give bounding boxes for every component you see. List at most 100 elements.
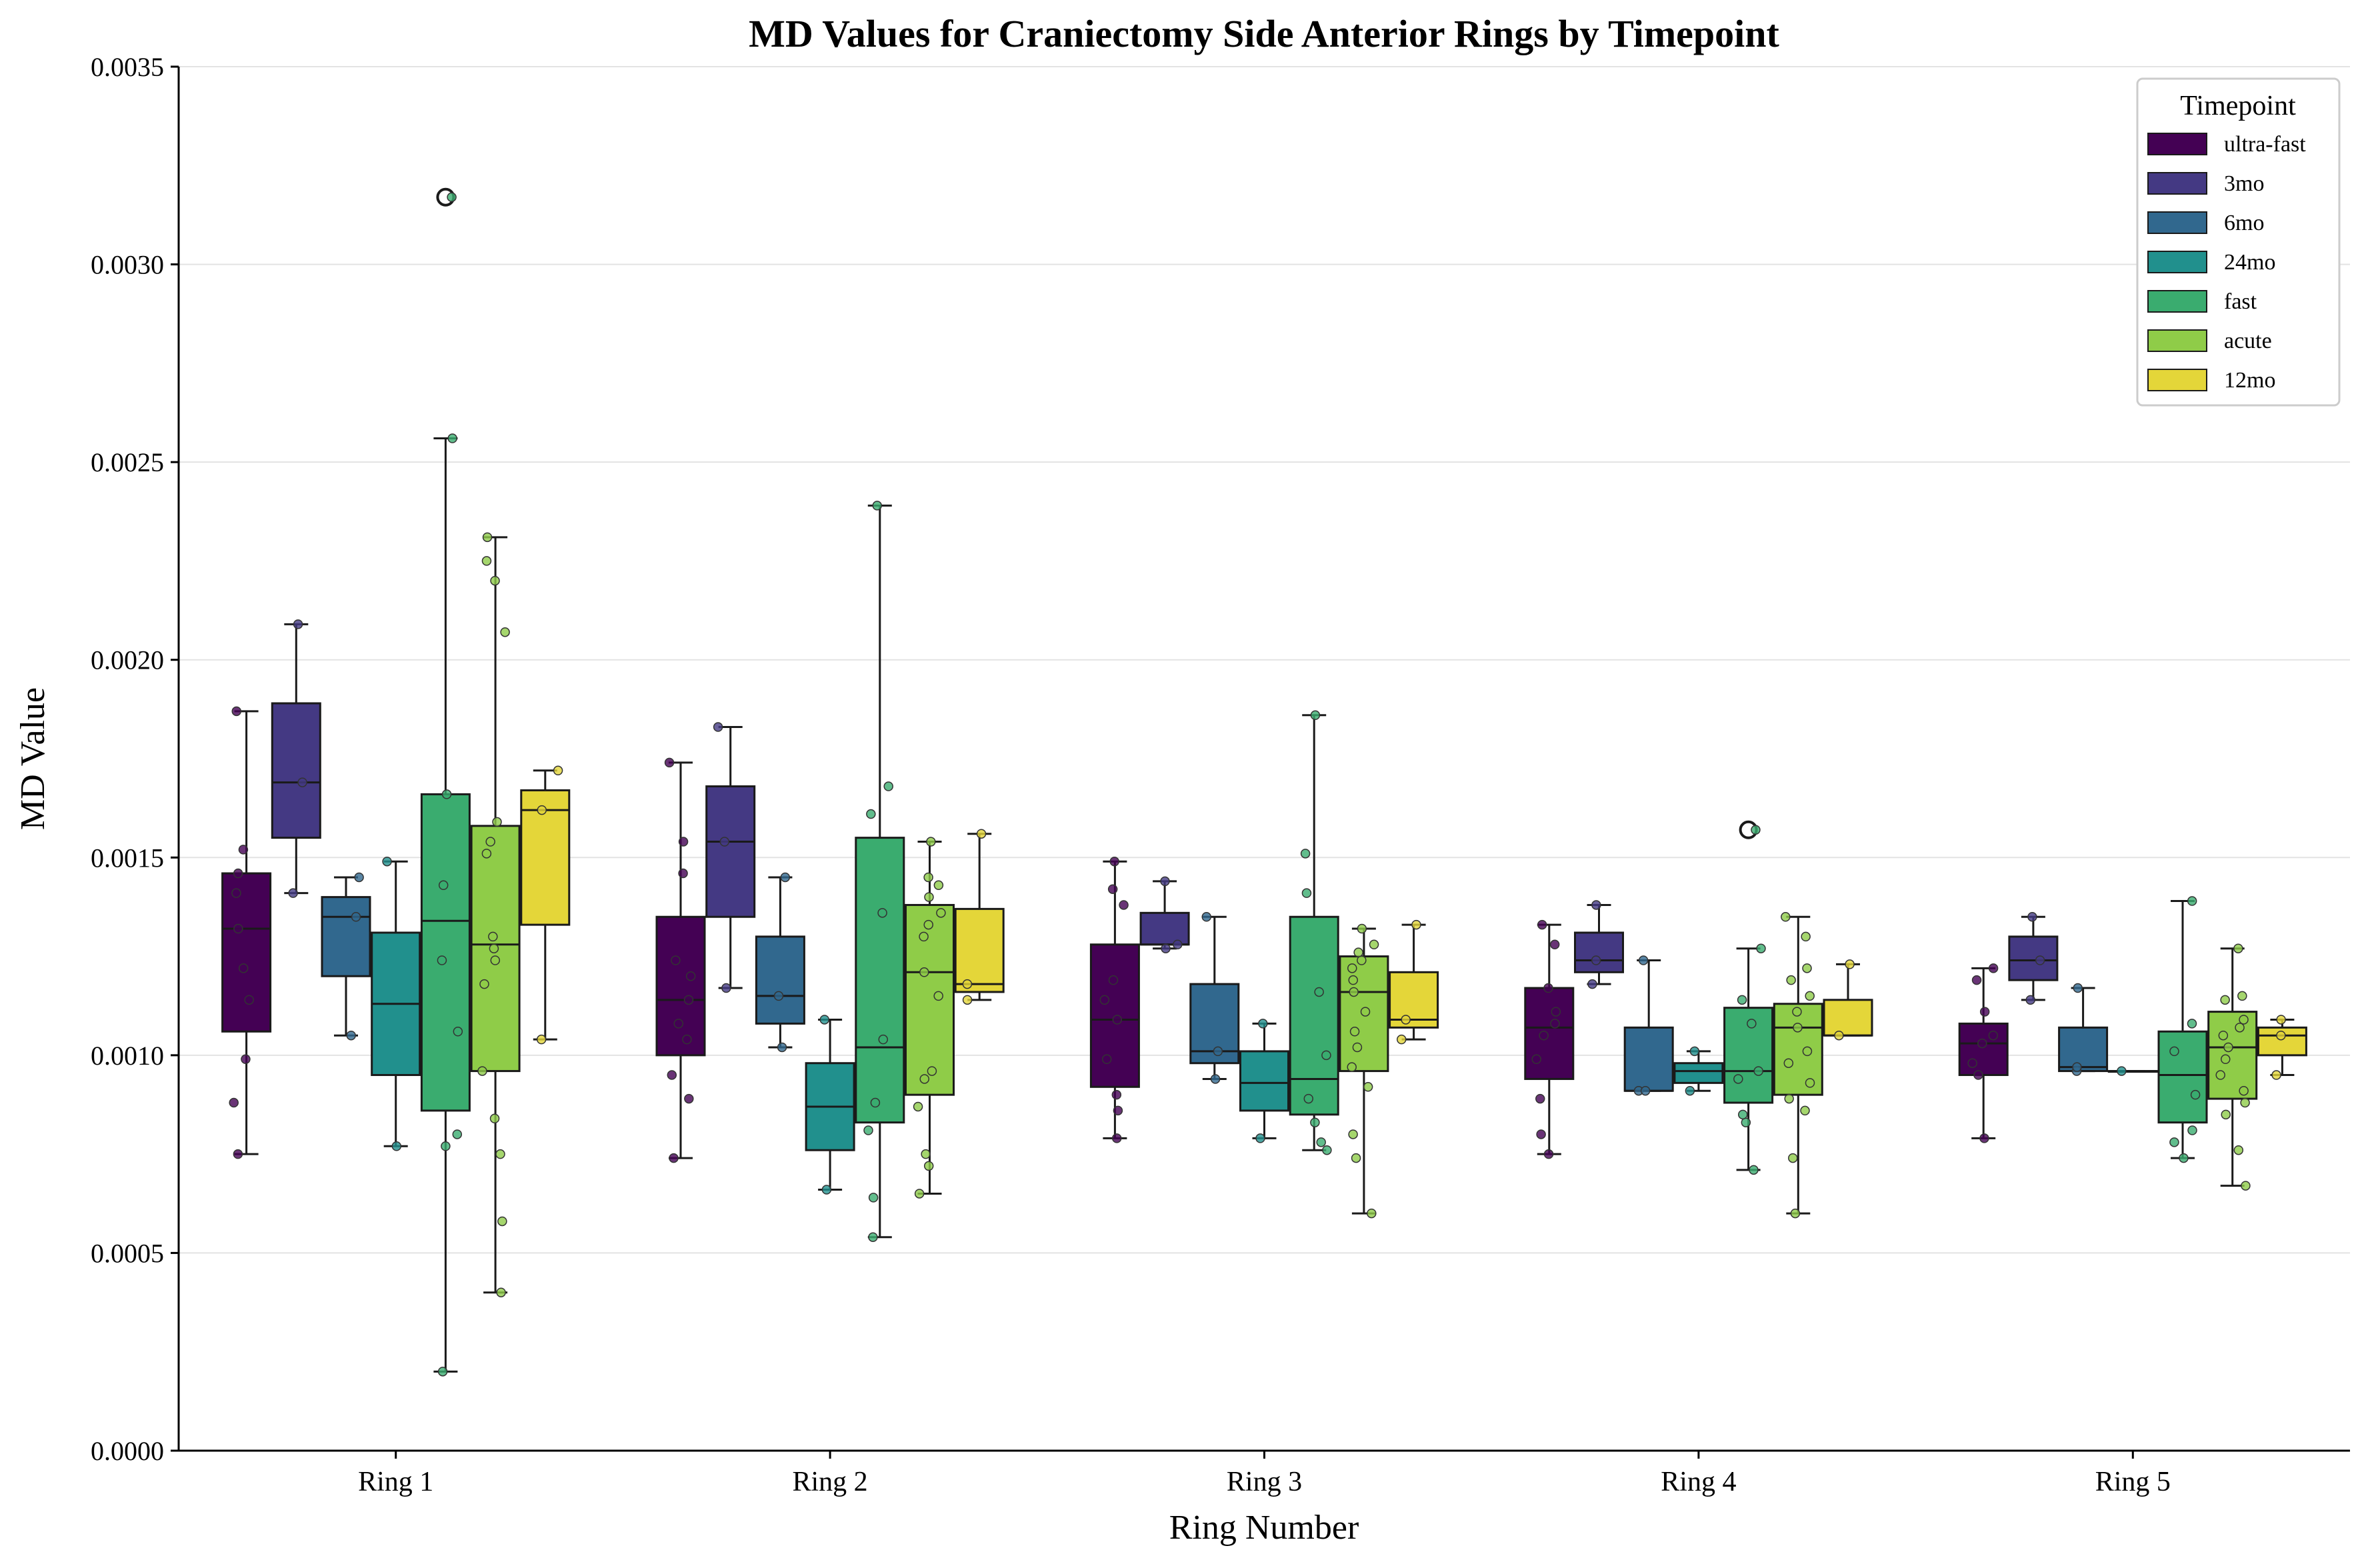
data-point bbox=[1201, 912, 1212, 922]
data-point bbox=[496, 1287, 506, 1297]
data-point bbox=[924, 892, 934, 902]
data-point bbox=[2220, 995, 2230, 1005]
data-point bbox=[926, 837, 936, 847]
data-point bbox=[962, 995, 973, 1005]
data-point bbox=[1967, 1058, 1977, 1068]
legend-label: acute bbox=[2224, 329, 2272, 353]
legend-label: 3mo bbox=[2224, 171, 2264, 196]
box-fast-ring-5 bbox=[2157, 896, 2208, 1163]
legend-item-24mo: 24mo bbox=[2147, 250, 2275, 275]
data-point bbox=[1111, 1133, 1122, 1143]
data-point bbox=[233, 868, 243, 879]
data-point bbox=[1543, 1149, 1554, 1159]
box-ultra-fast-ring-2 bbox=[655, 757, 706, 1163]
box-iqr bbox=[905, 903, 955, 1096]
box-3mo-ring-1 bbox=[271, 619, 321, 898]
data-point bbox=[346, 1030, 356, 1041]
legend-swatch bbox=[2147, 211, 2207, 234]
data-point bbox=[1973, 1070, 1983, 1080]
data-point bbox=[2190, 1089, 2201, 1100]
box-12mo-ring-1 bbox=[520, 765, 571, 1045]
data-point bbox=[441, 789, 452, 799]
data-point bbox=[1101, 1054, 1112, 1065]
data-point bbox=[2187, 1019, 2197, 1029]
data-point bbox=[685, 971, 696, 981]
data-point bbox=[1802, 963, 1812, 973]
box-iqr bbox=[221, 872, 272, 1033]
legend-items: ultra-fast 3mo 6mo 24mo fast acute 12mo bbox=[2147, 132, 2306, 393]
data-point bbox=[2218, 1030, 2229, 1041]
data-point bbox=[1741, 1117, 1751, 1127]
box-6mo-ring-4 bbox=[1623, 955, 1674, 1096]
data-point bbox=[354, 872, 364, 883]
data-point bbox=[1160, 876, 1170, 887]
data-point bbox=[297, 777, 307, 787]
data-point bbox=[773, 991, 784, 1001]
data-point bbox=[1800, 1105, 1810, 1116]
data-point bbox=[1988, 1030, 1999, 1041]
data-point bbox=[1988, 963, 1999, 973]
data-point bbox=[870, 1097, 881, 1108]
data-point bbox=[1536, 1129, 1546, 1139]
data-point bbox=[1107, 884, 1118, 894]
data-point bbox=[678, 868, 688, 879]
data-point bbox=[1805, 1078, 1815, 1088]
box-iqr bbox=[1239, 1050, 1289, 1112]
data-point bbox=[2117, 1066, 2127, 1076]
data-point bbox=[1792, 1007, 1802, 1017]
data-point bbox=[293, 619, 303, 629]
data-point bbox=[437, 1367, 448, 1377]
data-point bbox=[1369, 939, 1379, 950]
box-iqr bbox=[1139, 911, 1190, 946]
data-point bbox=[1531, 1054, 1541, 1065]
data-point bbox=[819, 1015, 830, 1025]
data-point bbox=[1119, 900, 1129, 910]
legend-label: ultra-fast bbox=[2224, 132, 2306, 157]
box-3mo-ring-3 bbox=[1139, 876, 1190, 953]
data-point bbox=[1316, 1137, 1326, 1147]
data-point bbox=[447, 433, 457, 443]
box-iqr bbox=[1389, 971, 1439, 1029]
axes bbox=[177, 67, 2350, 1452]
data-point bbox=[2235, 1023, 2245, 1033]
data-point bbox=[821, 1185, 832, 1195]
box-iqr bbox=[1623, 1026, 1674, 1092]
data-point bbox=[2179, 1153, 2189, 1163]
data-point bbox=[877, 908, 887, 918]
data-point bbox=[288, 888, 298, 898]
y-axis-ticks: 0.0000 0.0005 0.0010 0.0015 0.0020 0.0025 0.00… bbox=[91, 52, 179, 1466]
data-point bbox=[2233, 1145, 2244, 1155]
box-12mo-ring-4 bbox=[1823, 959, 1873, 1041]
data-point bbox=[678, 837, 689, 847]
box-3mo-ring-2 bbox=[705, 722, 756, 993]
box-acute-ring-2 bbox=[905, 837, 955, 1199]
data-point bbox=[962, 979, 973, 989]
data-point bbox=[1360, 1007, 1371, 1017]
x-tick-label: Ring 1 bbox=[358, 1467, 433, 1497]
legend-item-acute: acute bbox=[2147, 329, 2272, 353]
box-iqr bbox=[1823, 999, 1873, 1037]
data-point bbox=[1551, 1007, 1561, 1017]
data-point bbox=[1790, 1208, 1801, 1219]
data-point bbox=[1753, 1066, 1763, 1076]
data-point bbox=[919, 1074, 929, 1084]
data-point bbox=[231, 888, 241, 898]
gridlines bbox=[179, 66, 2350, 1451]
box-fast-ring-3 bbox=[1289, 710, 1339, 1155]
box-iqr bbox=[1524, 987, 1575, 1080]
data-point bbox=[868, 1232, 878, 1242]
data-point bbox=[2237, 991, 2247, 1001]
data-point bbox=[1109, 856, 1119, 867]
data-point bbox=[1685, 1085, 1695, 1096]
box-iqr bbox=[2058, 1026, 2109, 1073]
data-point bbox=[1310, 710, 1321, 721]
data-point bbox=[863, 1125, 873, 1135]
data-point bbox=[1113, 1105, 1123, 1116]
data-point bbox=[1357, 923, 1367, 934]
legend-item-fast: fast bbox=[2147, 289, 2257, 314]
data-point bbox=[485, 837, 495, 847]
data-point bbox=[923, 1161, 934, 1171]
data-point bbox=[671, 955, 681, 965]
box-acute-ring-3 bbox=[1339, 923, 1389, 1219]
data-point bbox=[1352, 1042, 1363, 1053]
